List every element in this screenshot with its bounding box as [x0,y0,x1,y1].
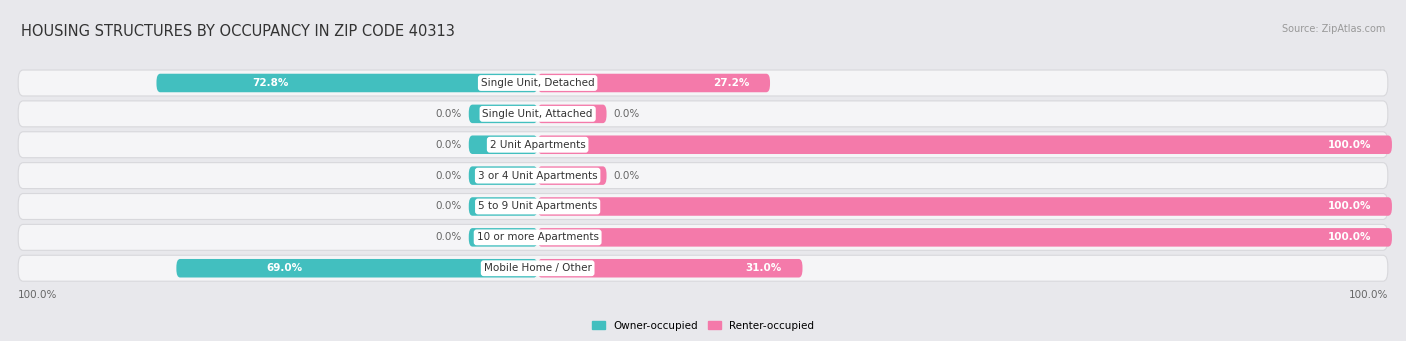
FancyBboxPatch shape [537,197,1392,216]
FancyBboxPatch shape [537,105,606,123]
Text: 0.0%: 0.0% [436,140,463,150]
Legend: Owner-occupied, Renter-occupied: Owner-occupied, Renter-occupied [588,316,818,335]
Text: 0.0%: 0.0% [436,170,463,181]
Text: 3 or 4 Unit Apartments: 3 or 4 Unit Apartments [478,170,598,181]
FancyBboxPatch shape [18,70,1388,96]
FancyBboxPatch shape [468,228,537,247]
Text: 0.0%: 0.0% [613,109,640,119]
FancyBboxPatch shape [537,259,803,278]
FancyBboxPatch shape [537,166,606,185]
FancyBboxPatch shape [18,255,1388,281]
Text: Mobile Home / Other: Mobile Home / Other [484,263,592,273]
FancyBboxPatch shape [537,74,770,92]
FancyBboxPatch shape [468,166,537,185]
FancyBboxPatch shape [468,105,537,123]
FancyBboxPatch shape [537,135,1392,154]
FancyBboxPatch shape [18,101,1388,127]
FancyBboxPatch shape [176,259,537,278]
Text: Single Unit, Attached: Single Unit, Attached [482,109,593,119]
Text: 69.0%: 69.0% [267,263,302,273]
FancyBboxPatch shape [18,224,1388,250]
Text: Single Unit, Detached: Single Unit, Detached [481,78,595,88]
Text: Source: ZipAtlas.com: Source: ZipAtlas.com [1281,24,1385,34]
Text: 0.0%: 0.0% [436,202,463,211]
FancyBboxPatch shape [468,197,537,216]
Text: 0.0%: 0.0% [436,232,463,242]
Text: 100.0%: 100.0% [18,290,58,300]
Text: 2 Unit Apartments: 2 Unit Apartments [489,140,585,150]
Text: 0.0%: 0.0% [613,170,640,181]
FancyBboxPatch shape [18,163,1388,189]
Text: 27.2%: 27.2% [713,78,749,88]
Text: 100.0%: 100.0% [1327,232,1371,242]
Text: 72.8%: 72.8% [253,78,290,88]
Text: 31.0%: 31.0% [745,263,782,273]
FancyBboxPatch shape [18,132,1388,158]
Text: 0.0%: 0.0% [436,109,463,119]
FancyBboxPatch shape [468,135,537,154]
FancyBboxPatch shape [156,74,537,92]
Text: 100.0%: 100.0% [1327,140,1371,150]
FancyBboxPatch shape [18,194,1388,220]
Text: 10 or more Apartments: 10 or more Apartments [477,232,599,242]
Text: 5 to 9 Unit Apartments: 5 to 9 Unit Apartments [478,202,598,211]
Text: 100.0%: 100.0% [1327,202,1371,211]
Text: HOUSING STRUCTURES BY OCCUPANCY IN ZIP CODE 40313: HOUSING STRUCTURES BY OCCUPANCY IN ZIP C… [21,24,456,39]
Text: 100.0%: 100.0% [1348,290,1388,300]
FancyBboxPatch shape [537,228,1392,247]
